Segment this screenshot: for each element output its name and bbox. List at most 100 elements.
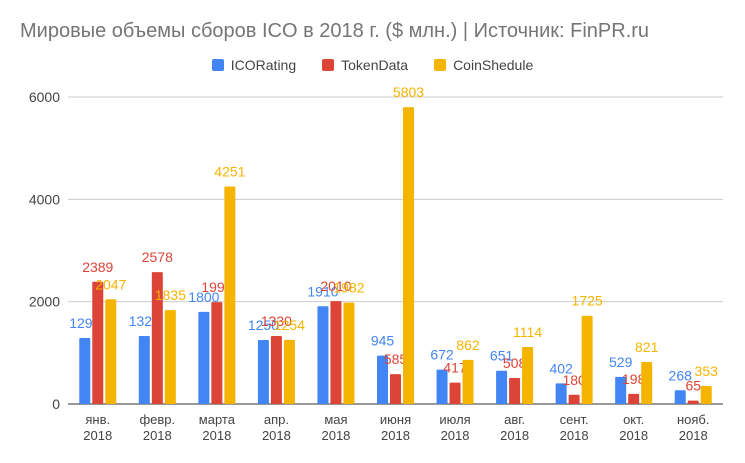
data-label: 672 — [430, 347, 454, 363]
data-label: 945 — [371, 333, 395, 349]
x-tick-label: нояб. — [677, 412, 710, 427]
x-tick-label: февр. — [139, 412, 175, 427]
bar-tokendata — [628, 393, 640, 404]
x-tick-label: марта — [199, 412, 236, 427]
legend-item-coinshedule[interactable]: CoinShedule — [434, 57, 533, 73]
legend-item-tokendata[interactable]: TokenData — [322, 57, 408, 73]
bar-tokendata — [151, 272, 163, 404]
bar-icorating — [317, 306, 329, 404]
bar-coinshedule — [164, 310, 176, 404]
legend-swatch-tokendata — [322, 59, 335, 71]
data-label: 1330 — [261, 313, 292, 329]
data-label: 1982 — [333, 280, 364, 296]
bar-coinshedule — [343, 302, 355, 404]
data-label: 1800 — [188, 289, 219, 305]
x-tick-label: янв. — [85, 412, 110, 427]
data-label: 180 — [562, 372, 586, 388]
x-tick-label: 2018 — [619, 428, 648, 443]
x-tick-label: 2018 — [441, 428, 470, 443]
data-label: 1250 — [248, 317, 279, 333]
data-label: 1910 — [307, 283, 338, 299]
bar-icorating — [674, 390, 686, 404]
legend-item-icorating[interactable]: ICORating — [211, 57, 297, 73]
data-label: 821 — [635, 339, 659, 355]
legend-swatch-icorating — [211, 59, 224, 71]
data-label: 508 — [503, 355, 527, 371]
bar-tokendata — [509, 378, 521, 404]
data-label: 1725 — [572, 293, 603, 309]
legend-label-tokendata: TokenData — [341, 57, 409, 73]
bar-icorating — [257, 340, 269, 404]
legend-label-coinshedule: CoinShedule — [453, 57, 534, 73]
bar-coinshedule — [700, 385, 712, 404]
x-tick-label: авг. — [504, 412, 525, 427]
x-tick-label: 2018 — [679, 428, 708, 443]
data-label: 268 — [669, 367, 693, 383]
data-label: 2578 — [142, 249, 173, 265]
data-label: 2389 — [82, 259, 113, 275]
x-tick-label: 2018 — [143, 428, 172, 443]
data-label: 4251 — [214, 163, 245, 179]
data-label: 1835 — [155, 287, 186, 303]
data-label: 198 — [622, 371, 646, 387]
data-label: 1114 — [513, 324, 542, 340]
data-label: 5803 — [393, 84, 424, 100]
data-label: 862 — [456, 337, 480, 353]
data-label: 2010 — [320, 278, 351, 294]
bar-icorating — [138, 335, 150, 404]
data-label: 402 — [549, 360, 573, 376]
data-label: 65 — [685, 378, 701, 394]
bar-tokendata — [270, 335, 282, 404]
bar-coinshedule — [283, 339, 295, 404]
data-label: 529 — [609, 354, 633, 370]
bar-icorating — [496, 370, 508, 404]
bar-icorating — [198, 311, 210, 404]
bar-coinshedule — [462, 359, 474, 404]
x-tick-label: июля — [439, 412, 470, 427]
y-tick-label: 6000 — [29, 89, 60, 105]
data-label: 651 — [490, 348, 514, 364]
x-tick-label: июня — [380, 412, 411, 427]
bar-tokendata — [211, 302, 223, 404]
bar-tokendata — [449, 382, 461, 404]
data-label: 1254 — [274, 317, 305, 333]
bar-coinshedule — [224, 186, 236, 404]
x-tick-label: апр. — [264, 412, 289, 427]
x-tick-label: 2018 — [500, 428, 529, 443]
x-tick-label: окт. — [623, 412, 644, 427]
bar-coinshedule — [641, 361, 653, 404]
x-tick-label: 2018 — [321, 428, 350, 443]
y-tick-label: 0 — [52, 396, 60, 412]
legend: ICORating TokenData CoinShedule — [0, 57, 745, 73]
bar-tokendata — [330, 301, 342, 404]
bar-tokendata — [92, 281, 104, 404]
bar-coinshedule — [522, 347, 534, 404]
legend-label-icorating: ICORating — [230, 57, 297, 73]
bar-tokendata — [568, 394, 580, 404]
data-label: 585 — [384, 351, 408, 367]
data-label: 417 — [443, 360, 467, 376]
x-tick-label: 2018 — [381, 428, 410, 443]
x-tick-label: 2018 — [560, 428, 589, 443]
bar-icorating — [555, 383, 567, 404]
x-tick-label: сент. — [560, 412, 589, 427]
bar-coinshedule — [581, 315, 593, 404]
legend-swatch-coinshedule — [434, 59, 447, 71]
y-tick-label: 2000 — [29, 294, 60, 310]
x-tick-label: 2018 — [83, 428, 112, 443]
data-label: 2047 — [95, 276, 126, 292]
y-tick-label: 4000 — [29, 191, 60, 207]
bar-tokendata — [687, 400, 699, 404]
bar-icorating — [377, 355, 388, 404]
bar-coinshedule — [105, 299, 117, 404]
bar-coinshedule — [403, 107, 414, 404]
x-tick-label: мая — [324, 412, 347, 427]
x-tick-label: 2018 — [202, 428, 231, 443]
bar-icorating — [79, 337, 91, 404]
bar-tokendata — [390, 374, 401, 404]
x-tick-label: 2018 — [262, 428, 291, 443]
bar-icorating — [615, 376, 627, 404]
chart-title: Мировые объемы сборов ICO в 2018 г. ($ м… — [20, 20, 650, 42]
bar-icorating — [436, 369, 448, 404]
